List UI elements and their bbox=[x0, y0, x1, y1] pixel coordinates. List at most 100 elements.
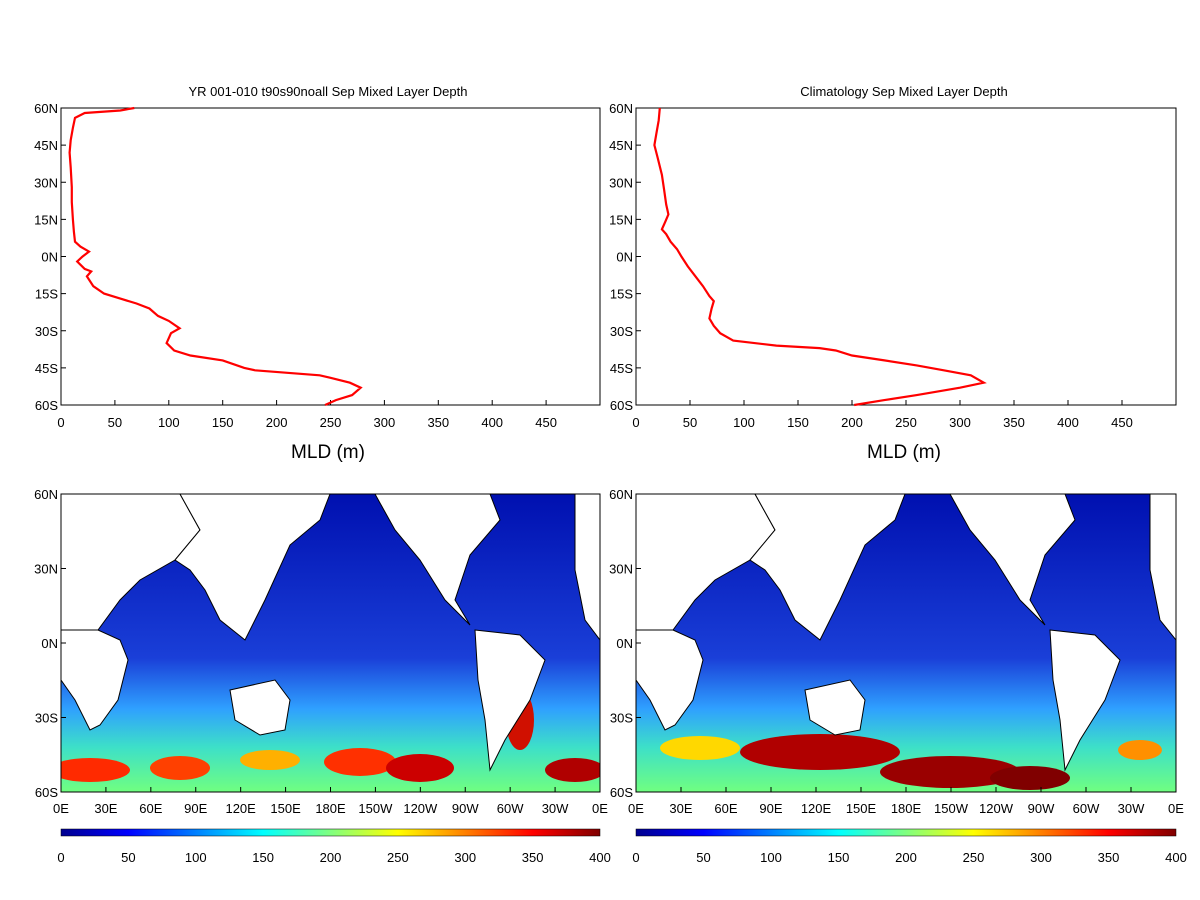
x-tick-label: 200 bbox=[266, 415, 288, 430]
map-y-tick-label: 0N bbox=[616, 636, 633, 651]
map-1-x-axis: 0E 30E 60E 90E 120E 150E 180E 150W 120W 90W 60W 30W… bbox=[53, 787, 608, 816]
map-x-tick-label: 180E bbox=[891, 801, 922, 816]
map-x-tick-label: 30E bbox=[94, 801, 117, 816]
colorbar-tick-label: 150 bbox=[828, 850, 850, 865]
x-tick-label: 50 bbox=[108, 415, 122, 430]
y-tick-label: 45N bbox=[609, 138, 633, 153]
colorbar-tick-label: 50 bbox=[696, 850, 710, 865]
x-tick-label: 250 bbox=[320, 415, 342, 430]
chart-1-x-axis: 0 50 100 150 200 250 300 350 400 450 bbox=[57, 400, 557, 430]
map-x-tick-label: 180E bbox=[315, 801, 346, 816]
y-tick-label: 45S bbox=[610, 361, 633, 376]
map-2-x-axis: 0E 30E 60E 90E 120E 150E 180E 150W 120W 90W 60W 30W… bbox=[628, 787, 1184, 816]
colorbar-tick-label: 350 bbox=[1098, 850, 1120, 865]
y-tick-label: 0N bbox=[41, 250, 58, 265]
y-tick-label: 15N bbox=[609, 212, 633, 227]
colorbar-tick-label: 250 bbox=[963, 850, 985, 865]
map-y-tick-label: 30N bbox=[34, 562, 58, 577]
colorbar-tick-label: 400 bbox=[1165, 850, 1187, 865]
colorbar-tick-label: 200 bbox=[320, 850, 342, 865]
map-y-tick-label: 30S bbox=[610, 711, 633, 726]
map-2-land-asia bbox=[749, 494, 906, 641]
map-1-hotspot bbox=[240, 750, 300, 770]
map-1-land-asia bbox=[174, 494, 331, 641]
map-x-tick-label: 150E bbox=[846, 801, 877, 816]
map-x-tick-label: 120W bbox=[979, 801, 1014, 816]
map-x-tick-label: 150E bbox=[270, 801, 301, 816]
map-y-tick-label: 60N bbox=[34, 487, 58, 502]
map-x-tick-label: 90W bbox=[452, 801, 479, 816]
x-tick-label: 0 bbox=[632, 415, 639, 430]
y-tick-label: 60N bbox=[609, 101, 633, 116]
x-tick-label: 50 bbox=[683, 415, 697, 430]
colorbar-tick-label: 150 bbox=[252, 850, 274, 865]
map-x-tick-label: 60E bbox=[714, 801, 737, 816]
y-tick-label: 0N bbox=[616, 250, 633, 265]
map-x-tick-label: 0E bbox=[628, 801, 644, 816]
y-tick-label: 15N bbox=[34, 212, 58, 227]
map-heatmap-2: 60N 30N 0N 30S 60S 0E 30E 60E 90E 120E 150E 180E 15… bbox=[609, 487, 1187, 865]
chart-2-x-label: MLD (m) bbox=[867, 442, 941, 463]
map-1-land-africa bbox=[61, 629, 129, 731]
x-tick-label: 350 bbox=[427, 415, 449, 430]
map-2-colorbar bbox=[635, 828, 1177, 837]
y-tick-label: 30S bbox=[610, 324, 633, 339]
map-y-tick-label: 60S bbox=[610, 785, 633, 800]
colorbar-tick-label: 100 bbox=[185, 850, 207, 865]
map-heatmap-1: 60N 30N 0N 30S 60S 0E 30E 60E 90E 120E 150E 180E 15… bbox=[34, 487, 611, 865]
map-y-tick-label: 30S bbox=[35, 711, 58, 726]
map-x-tick-label: 120E bbox=[801, 801, 832, 816]
map-1-hotspot bbox=[324, 748, 396, 776]
map-1-hotspot bbox=[61, 758, 130, 782]
map-2-hotspot bbox=[1118, 740, 1162, 760]
map-x-tick-label: 150W bbox=[358, 801, 393, 816]
map-x-tick-label: 60W bbox=[497, 801, 524, 816]
colorbar-tick-label: 100 bbox=[760, 850, 782, 865]
map-y-tick-label: 30N bbox=[609, 562, 633, 577]
map-x-tick-label: 30E bbox=[669, 801, 692, 816]
x-tick-label: 100 bbox=[158, 415, 180, 430]
chart-1-frame bbox=[60, 107, 601, 406]
map-x-tick-label: 120W bbox=[403, 801, 438, 816]
colorbar-tick-label: 250 bbox=[387, 850, 409, 865]
map-2-land-europe-africa-east bbox=[1149, 494, 1176, 641]
colorbar-tick-label: 350 bbox=[522, 850, 544, 865]
map-2-y-axis: 60N 30N 0N 30S 60S bbox=[609, 487, 641, 800]
map-x-tick-label: 90E bbox=[184, 801, 207, 816]
x-tick-label: 100 bbox=[733, 415, 755, 430]
map-1-y-axis: 60N 30N 0N 30S 60S bbox=[34, 487, 66, 800]
y-tick-label: 60S bbox=[610, 398, 633, 413]
y-tick-label: 45S bbox=[35, 361, 58, 376]
y-tick-label: 60N bbox=[34, 101, 58, 116]
chart-2-y-axis: 60N 45N 30N 15N 0N 15S 30S 45S 60S bbox=[609, 101, 641, 413]
y-tick-label: 15S bbox=[610, 287, 633, 302]
map-x-tick-label: 90E bbox=[759, 801, 782, 816]
y-tick-label: 30N bbox=[34, 175, 58, 190]
map-x-tick-label: 30W bbox=[1118, 801, 1145, 816]
map-1-hotspot bbox=[150, 756, 210, 780]
colorbar-tick-label: 300 bbox=[1030, 850, 1052, 865]
map-x-tick-label: 0E bbox=[53, 801, 69, 816]
y-tick-label: 30N bbox=[609, 175, 633, 190]
map-x-tick-label: 60E bbox=[139, 801, 162, 816]
colorbar-tick-label: 50 bbox=[121, 850, 135, 865]
x-tick-label: 350 bbox=[1003, 415, 1025, 430]
chart-1-x-label: MLD (m) bbox=[291, 442, 365, 463]
map-2-land-south-america bbox=[1049, 629, 1121, 772]
x-tick-label: 300 bbox=[949, 415, 971, 430]
y-tick-label: 30S bbox=[35, 324, 58, 339]
map-2-land-australia bbox=[804, 679, 866, 736]
x-tick-label: 300 bbox=[374, 415, 396, 430]
map-x-tick-label: 150W bbox=[934, 801, 969, 816]
map-x-tick-label: 60W bbox=[1073, 801, 1100, 816]
chart-2-title: Climatology Sep Mixed Layer Depth bbox=[800, 84, 1007, 99]
chart-1-series-line bbox=[68, 106, 363, 407]
x-tick-label: 150 bbox=[212, 415, 234, 430]
map-x-tick-label: 30W bbox=[542, 801, 569, 816]
map-y-tick-label: 0N bbox=[41, 636, 58, 651]
colorbar-tick-label: 200 bbox=[895, 850, 917, 865]
colorbar-tick-label: 0 bbox=[57, 850, 64, 865]
x-tick-label: 150 bbox=[787, 415, 809, 430]
map-1-hotspot bbox=[545, 758, 600, 782]
